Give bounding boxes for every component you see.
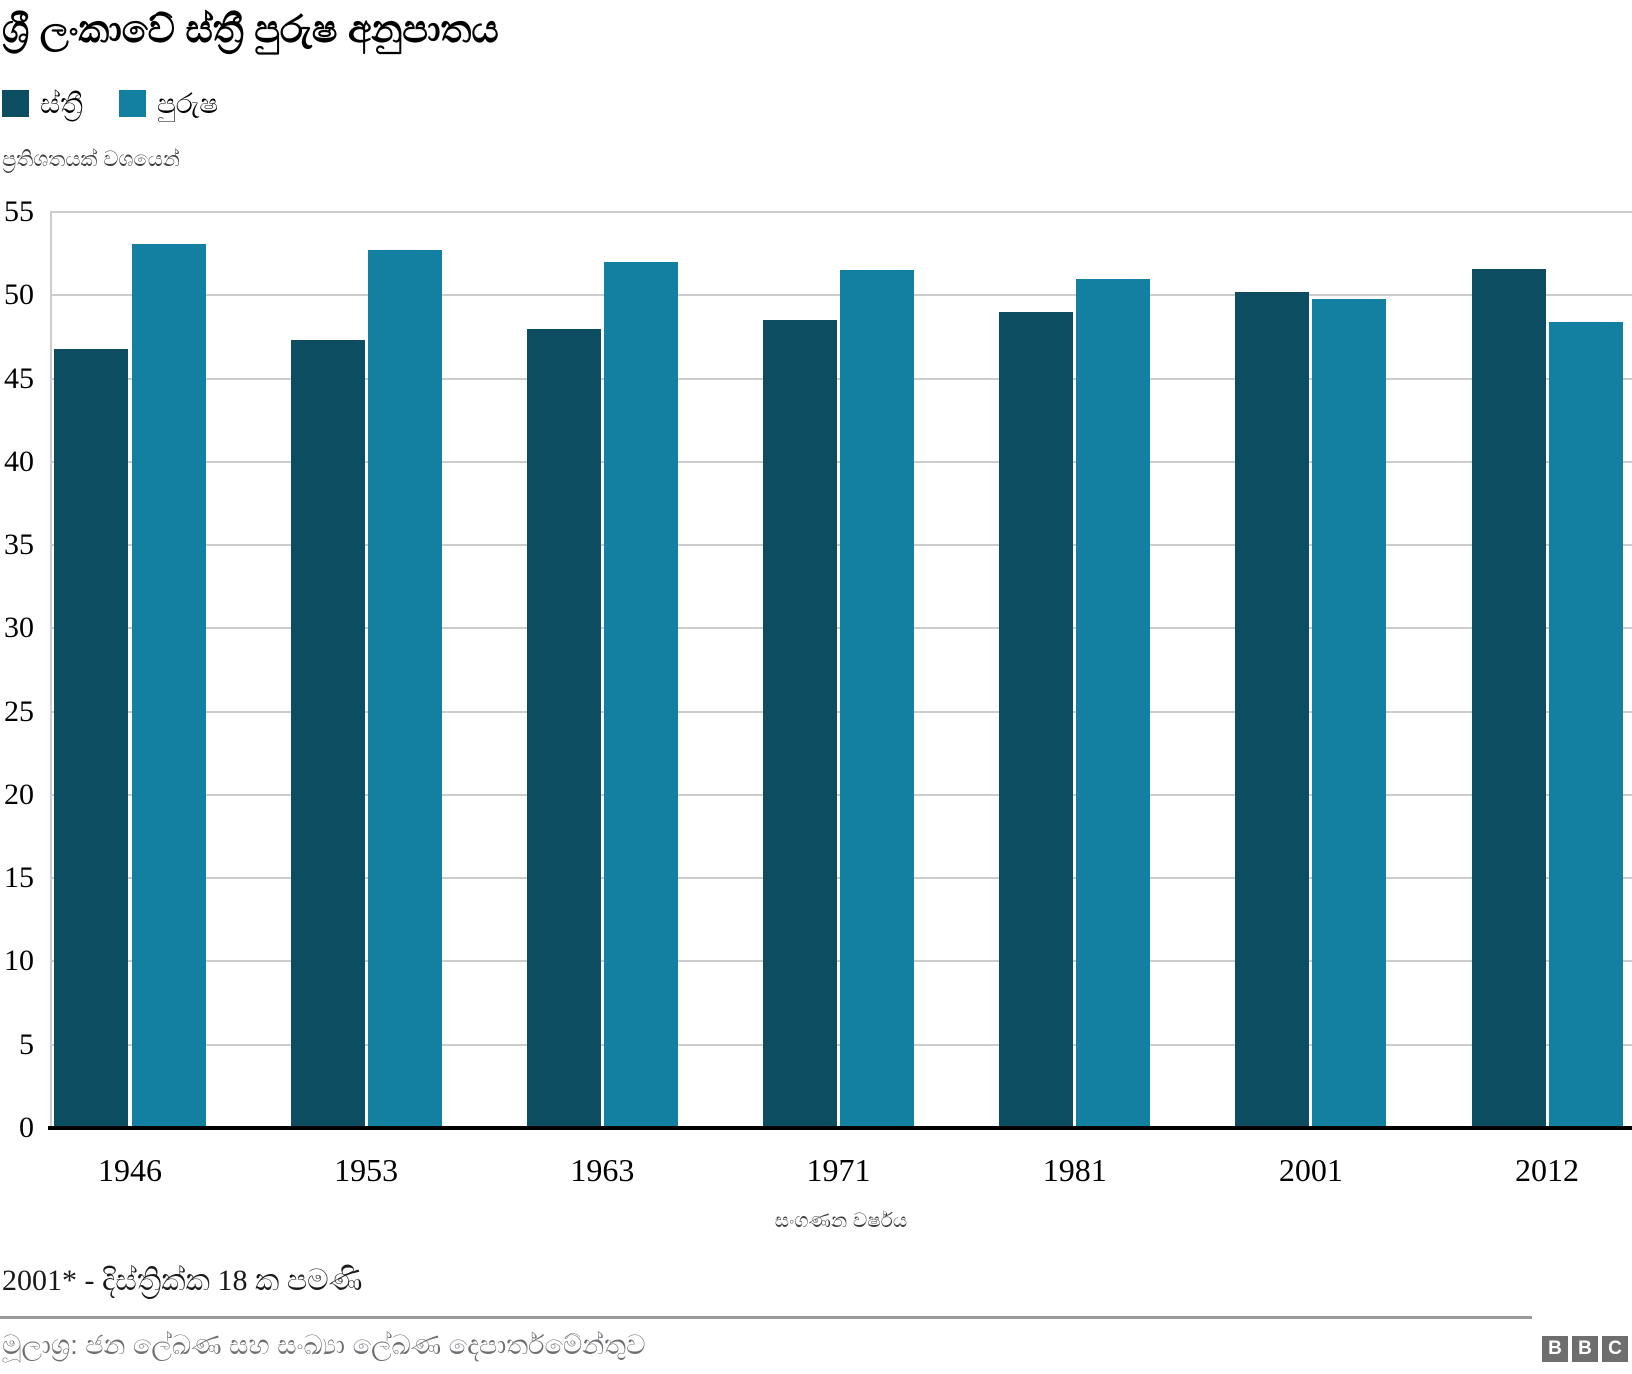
bar-female-1963 — [526, 328, 601, 1128]
x-tick-label-1946: 1946 — [98, 1152, 162, 1188]
legend-swatch-male — [118, 90, 146, 117]
bbc-logo-letter-b2: B — [1572, 1336, 1598, 1362]
x-tick-label-1963: 1963 — [570, 1152, 635, 1188]
bar-male-1953 — [367, 250, 442, 1128]
bar-female-2001 — [1235, 291, 1310, 1128]
x-axis-title: සංගණන වර්ෂය — [774, 1210, 908, 1232]
bar-male-2012 — [1548, 321, 1623, 1128]
footnote: 2001* - දිස්ත්‍රික්ක 18 ක පමණි — [2, 1264, 363, 1297]
plot-area — [48, 211, 1632, 1130]
legend-item-male: පුරුෂ — [118, 88, 219, 119]
y-tick-label-40: 40 — [4, 444, 34, 478]
y-tick-label-5: 5 — [19, 1027, 34, 1061]
bar-male-1971 — [840, 270, 915, 1128]
x-tick-label-1981: 1981 — [1042, 1152, 1107, 1188]
y-tick-label-55: 55 — [4, 195, 34, 228]
y-tick-label-35: 35 — [4, 528, 34, 562]
bar-female-1971 — [763, 320, 838, 1128]
x-tick-label-2012: 2012 — [1515, 1152, 1580, 1188]
bar-male-1963 — [603, 261, 678, 1128]
bar-male-1946 — [131, 243, 206, 1128]
x-axis-tick-labels: 1946 1953 1963 1971 1981 2001 2012 — [50, 1152, 1632, 1196]
bbc-logo-letter-c: C — [1602, 1336, 1628, 1362]
chart-title: ශ්‍රී ලංකාවේ ස්ත්‍රී පුරුෂ අනුපාතය — [2, 9, 499, 51]
y-tick-label-0: 0 — [19, 1111, 34, 1144]
legend: ස්ත්‍රී පුරුෂ — [2, 88, 254, 119]
legend-label-female: ස්ත්‍රී — [40, 88, 83, 119]
x-axis-line — [48, 1126, 1632, 1130]
source-label: මූලාශ්‍ර: ජන ලේඛණ සහ සංඛ්‍යා ලේඛණ දෙපාර්… — [2, 1330, 646, 1360]
bar-male-1981 — [1076, 278, 1151, 1128]
x-tick-label-2001: 2001 — [1278, 1152, 1343, 1188]
y-axis-unit-label: ප්‍රතිශතයක් වශයෙන් — [2, 148, 180, 171]
bar-male-2001 — [1312, 298, 1387, 1128]
bbc-logo-letter-b1: B — [1542, 1336, 1568, 1362]
bar-female-2012 — [1471, 268, 1546, 1128]
y-axis-line — [50, 212, 52, 1128]
bar-female-1946 — [54, 348, 129, 1128]
gridline-55 — [50, 211, 1632, 213]
y-tick-label-45: 45 — [4, 361, 34, 395]
y-tick-label-30: 30 — [4, 611, 34, 645]
x-tick-label-1971: 1971 — [806, 1152, 871, 1188]
y-tick-label-10: 10 — [4, 944, 34, 978]
y-tick-label-15: 15 — [4, 861, 34, 895]
bbc-logo: B B C — [1542, 1336, 1632, 1362]
legend-swatch-female — [2, 90, 29, 117]
y-tick-label-25: 25 — [4, 694, 34, 728]
y-axis-tick-labels: 0 5 10 15 20 25 30 35 40 45 50 55 — [0, 195, 34, 1144]
y-tick-label-20: 20 — [4, 777, 34, 811]
legend-label-male: පුරුෂ — [156, 88, 219, 119]
bar-female-1953 — [290, 340, 365, 1128]
legend-item-female: ස්ත්‍රී — [2, 88, 83, 119]
y-tick-label-50: 50 — [4, 278, 34, 312]
bar-female-1981 — [999, 311, 1074, 1128]
footer-divider — [0, 1316, 1532, 1319]
x-tick-label-1953: 1953 — [334, 1152, 399, 1188]
